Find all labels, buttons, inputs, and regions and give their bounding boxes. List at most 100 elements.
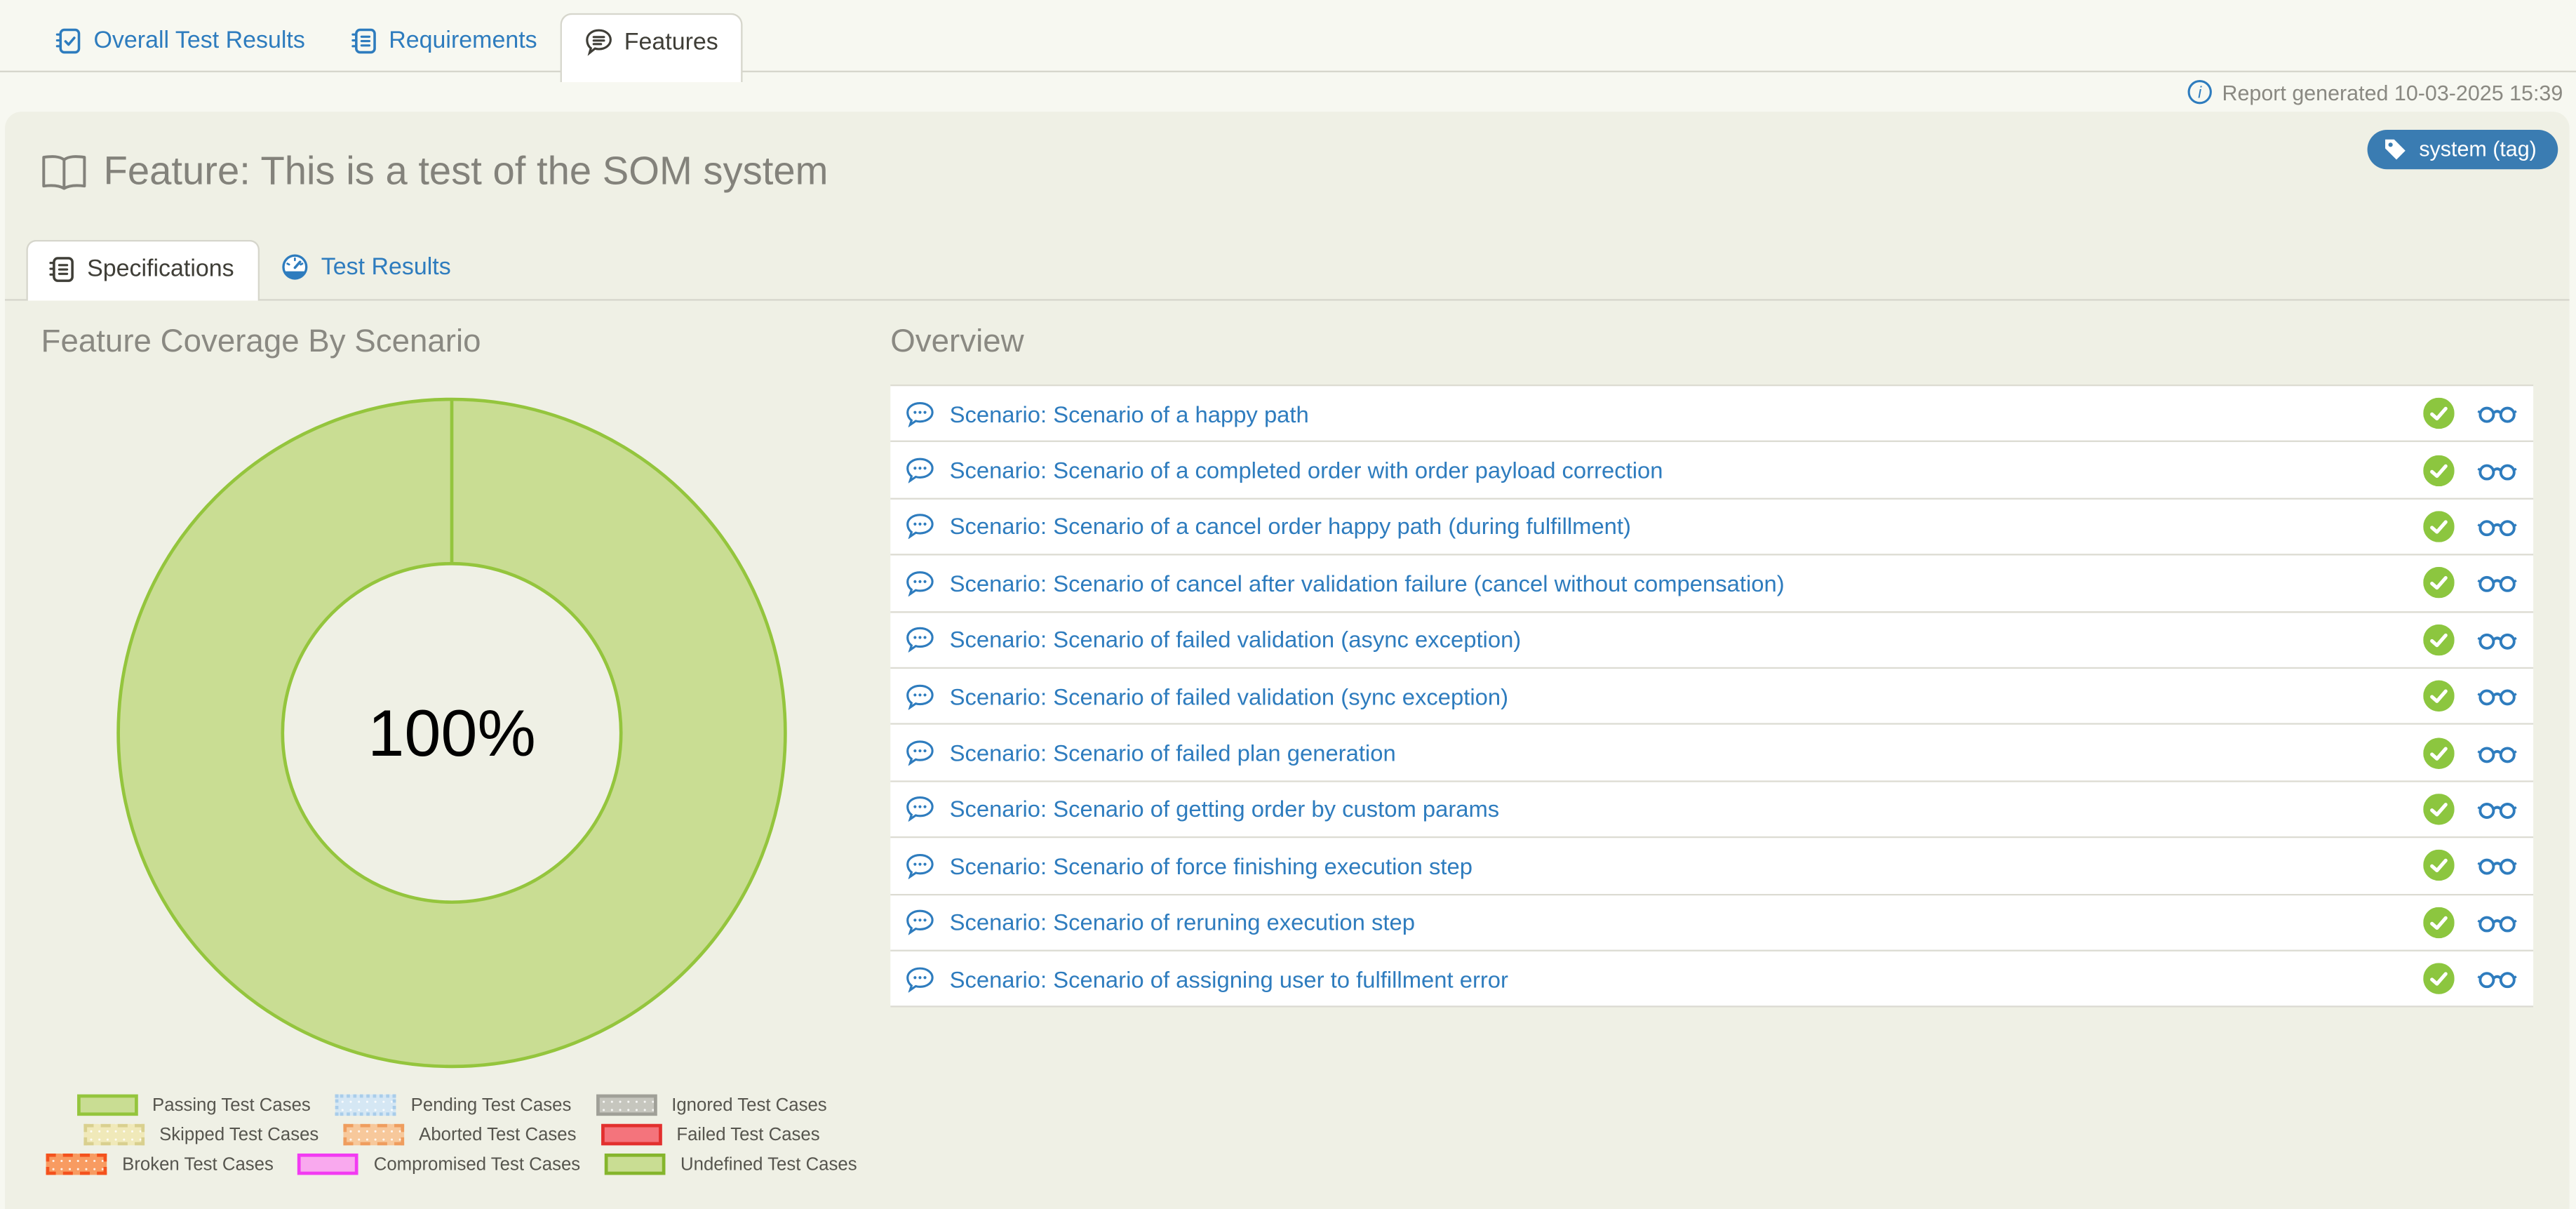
check-circle-icon (2423, 963, 2455, 995)
speech-bubble-lines-icon (585, 28, 613, 56)
check-circle-icon (2423, 511, 2455, 542)
open-book-icon (41, 154, 88, 191)
scenario-link[interactable]: Scenario: Scenario of reruning execution… (949, 909, 1415, 935)
glasses-icon[interactable] (2477, 573, 2517, 594)
report-generated-text: Report generated 10-03-2025 15:39 (2222, 79, 2563, 105)
legend-swatch (601, 1123, 662, 1146)
glasses-icon[interactable] (2477, 629, 2517, 650)
scenario-link[interactable]: Scenario: Scenario of cancel after valid… (949, 570, 1785, 596)
sub-tab-label: Specifications (87, 256, 234, 283)
scenario-link[interactable]: Scenario: Scenario of a cancel order hap… (949, 513, 1631, 540)
check-circle-icon (2423, 398, 2455, 429)
tab-label: Features (624, 28, 718, 55)
sub-tab-label: Test Results (321, 253, 451, 281)
comment-icon (905, 627, 934, 653)
legend-label: Passing Test Cases (152, 1095, 311, 1115)
scenario-link[interactable]: Scenario: Scenario of failed plan genera… (949, 739, 1396, 766)
legend-label: Broken Test Cases (122, 1154, 274, 1175)
gauge-icon (282, 253, 310, 281)
tag-label: system (tag) (2419, 136, 2537, 161)
glasses-icon[interactable] (2477, 516, 2517, 537)
chart-title: Feature Coverage By Scenario (41, 323, 481, 360)
comment-icon (905, 514, 934, 540)
scenario-row: Scenario: Scenario of a happy path (890, 386, 2534, 443)
comment-icon (905, 966, 934, 992)
legend-item: Undefined Test Cases (605, 1153, 857, 1175)
glasses-icon[interactable] (2477, 460, 2517, 481)
chart-legend: Passing Test Cases Pending Test Cases Ig… (41, 1094, 863, 1175)
legend-row: Skipped Test Cases Aborted Test Cases Fa… (41, 1123, 863, 1146)
glasses-icon[interactable] (2477, 911, 2517, 933)
legend-label: Ignored Test Cases (671, 1095, 827, 1115)
legend-swatch (76, 1094, 137, 1116)
glasses-icon[interactable] (2477, 968, 2517, 989)
tab-specifications[interactable]: Specifications (26, 239, 261, 301)
legend-label: Undefined Test Cases (680, 1154, 857, 1175)
comment-icon (905, 853, 934, 879)
scenario-link[interactable]: Scenario: Scenario of failed validation … (949, 626, 1522, 653)
scenario-link[interactable]: Scenario: Scenario of a completed order … (949, 457, 1663, 483)
tab-label: Requirements (389, 27, 537, 55)
scenario-row: Scenario: Scenario of failed validation … (890, 612, 2534, 669)
scenario-link[interactable]: Scenario: Scenario of failed validation … (949, 683, 1508, 709)
glasses-icon[interactable] (2477, 742, 2517, 763)
info-icon: i (2186, 79, 2212, 105)
scenario-link[interactable]: Scenario: Scenario of a happy path (949, 400, 1309, 427)
legend-swatch (605, 1153, 666, 1175)
report-generated: i Report generated 10-03-2025 15:39 (2186, 79, 2563, 105)
tab-overall-test-results[interactable]: Overall Test Results (33, 15, 328, 71)
comment-icon (905, 909, 934, 935)
tab-label: Overall Test Results (93, 27, 305, 55)
scenario-link[interactable]: Scenario: Scenario of getting order by c… (949, 796, 1500, 822)
glasses-icon[interactable] (2477, 686, 2517, 707)
tag-icon (2384, 138, 2408, 161)
tag-badge[interactable]: system (tag) (2368, 130, 2558, 170)
svg-text:i: i (2197, 83, 2201, 101)
donut-center-label: 100% (368, 696, 536, 770)
legend-label: Skipped Test Cases (159, 1124, 319, 1145)
legend-swatch (83, 1123, 145, 1146)
comment-icon (905, 570, 934, 596)
legend-item: Ignored Test Cases (596, 1094, 827, 1116)
feature-title-block: Feature: This is a test of the SOM syste… (41, 149, 829, 196)
check-circle-icon (2423, 793, 2455, 825)
comment-icon (905, 740, 934, 766)
notebook-list-icon (351, 28, 377, 54)
main-tab-bar: Overall Test Results Requirements Featur… (0, 0, 2576, 83)
scenario-row: Scenario: Scenario of failed plan genera… (890, 725, 2534, 782)
legend-swatch (46, 1153, 108, 1175)
glasses-icon[interactable] (2477, 855, 2517, 876)
tab-requirements[interactable]: Requirements (328, 15, 561, 71)
scenario-link[interactable]: Scenario: Scenario of force finishing ex… (949, 852, 1473, 879)
check-circle-icon (2423, 737, 2455, 768)
tab-test-results[interactable]: Test Results (260, 239, 476, 300)
scenario-list: Scenario: Scenario of a happy path Scena… (890, 384, 2534, 1008)
check-circle-icon (2423, 850, 2455, 881)
check-circle-icon (2423, 624, 2455, 655)
legend-row: Passing Test Cases Pending Test Cases Ig… (41, 1094, 863, 1116)
legend-label: Failed Test Cases (676, 1124, 820, 1145)
legend-item: Failed Test Cases (601, 1123, 820, 1146)
legend-row: Broken Test Cases Compromised Test Cases… (41, 1153, 863, 1175)
legend-item: Passing Test Cases (76, 1094, 311, 1116)
legend-label: Aborted Test Cases (419, 1124, 577, 1145)
legend-swatch (343, 1123, 405, 1146)
specifications-icon (49, 256, 75, 282)
legend-item: Broken Test Cases (46, 1153, 274, 1175)
scenario-row: Scenario: Scenario of a completed order … (890, 442, 2534, 500)
check-circle-icon (2423, 567, 2455, 599)
panel-header: Feature: This is a test of the SOM syste… (5, 112, 2570, 195)
legend-item: Compromised Test Cases (298, 1153, 581, 1175)
glasses-icon[interactable] (2477, 403, 2517, 424)
legend-swatch (596, 1094, 657, 1116)
comment-icon (905, 683, 934, 709)
scenario-link[interactable]: Scenario: Scenario of assigning user to … (949, 966, 1508, 992)
comment-icon (905, 401, 934, 427)
scenario-row: Scenario: Scenario of getting order by c… (890, 782, 2534, 839)
scenario-row: Scenario: Scenario of reruning execution… (890, 895, 2534, 951)
legend-label: Compromised Test Cases (373, 1154, 581, 1175)
page-title: Feature: This is a test of the SOM syste… (103, 149, 829, 194)
tab-features[interactable]: Features (560, 13, 743, 83)
legend-label: Pending Test Cases (410, 1095, 572, 1115)
glasses-icon[interactable] (2477, 799, 2517, 820)
